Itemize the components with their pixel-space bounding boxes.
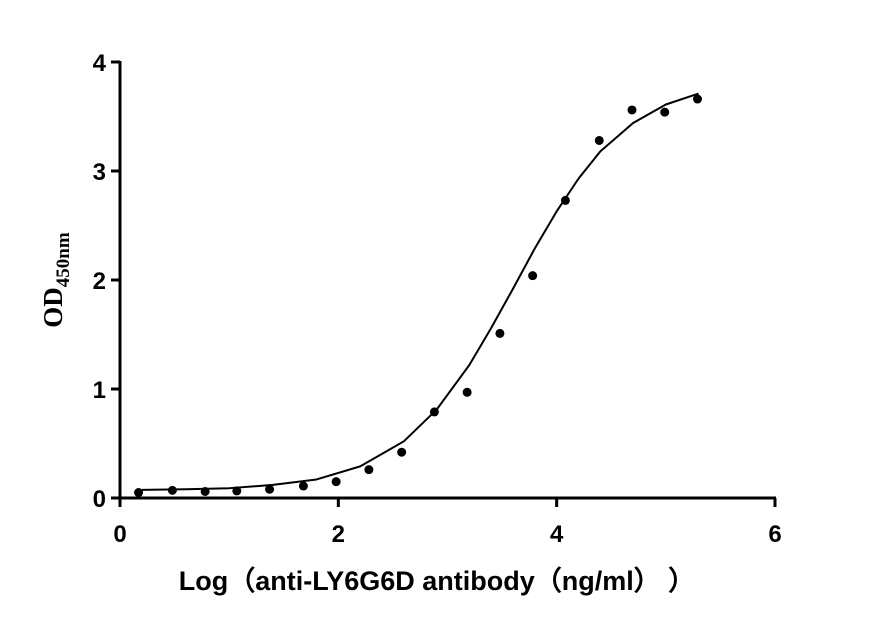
point xyxy=(462,387,472,397)
point xyxy=(265,484,275,494)
point xyxy=(232,486,242,496)
y-tick-label: 1 xyxy=(93,377,106,404)
point xyxy=(627,105,637,115)
point xyxy=(134,488,144,498)
point xyxy=(495,328,505,338)
point xyxy=(364,465,374,475)
y-tick-label: 2 xyxy=(93,268,106,295)
y-label: OD xyxy=(38,287,68,328)
y-label-subscript: 450nm xyxy=(53,232,74,287)
y-tick-label: 4 xyxy=(93,50,107,77)
x-tick-label: 2 xyxy=(332,521,345,548)
point xyxy=(397,447,407,457)
x-tick-label: 6 xyxy=(768,521,781,548)
y-axis-title: OD450nm xyxy=(38,232,74,328)
fit-curve xyxy=(141,92,699,491)
x-axis-title: Log（anti-LY6G6D antibody（ng/ml） ） xyxy=(179,566,696,596)
point xyxy=(594,135,604,145)
point xyxy=(200,486,210,496)
y-tick-label: 3 xyxy=(93,159,106,186)
point xyxy=(692,94,702,104)
y-tick-label: 0 xyxy=(93,486,106,513)
point xyxy=(167,485,177,495)
point xyxy=(298,481,308,491)
point xyxy=(331,477,341,487)
x-tick-label: 4 xyxy=(550,521,564,548)
point xyxy=(528,271,538,281)
point xyxy=(560,195,570,205)
point xyxy=(429,407,439,417)
x-tick-label: 0 xyxy=(113,521,126,548)
point xyxy=(660,107,670,117)
